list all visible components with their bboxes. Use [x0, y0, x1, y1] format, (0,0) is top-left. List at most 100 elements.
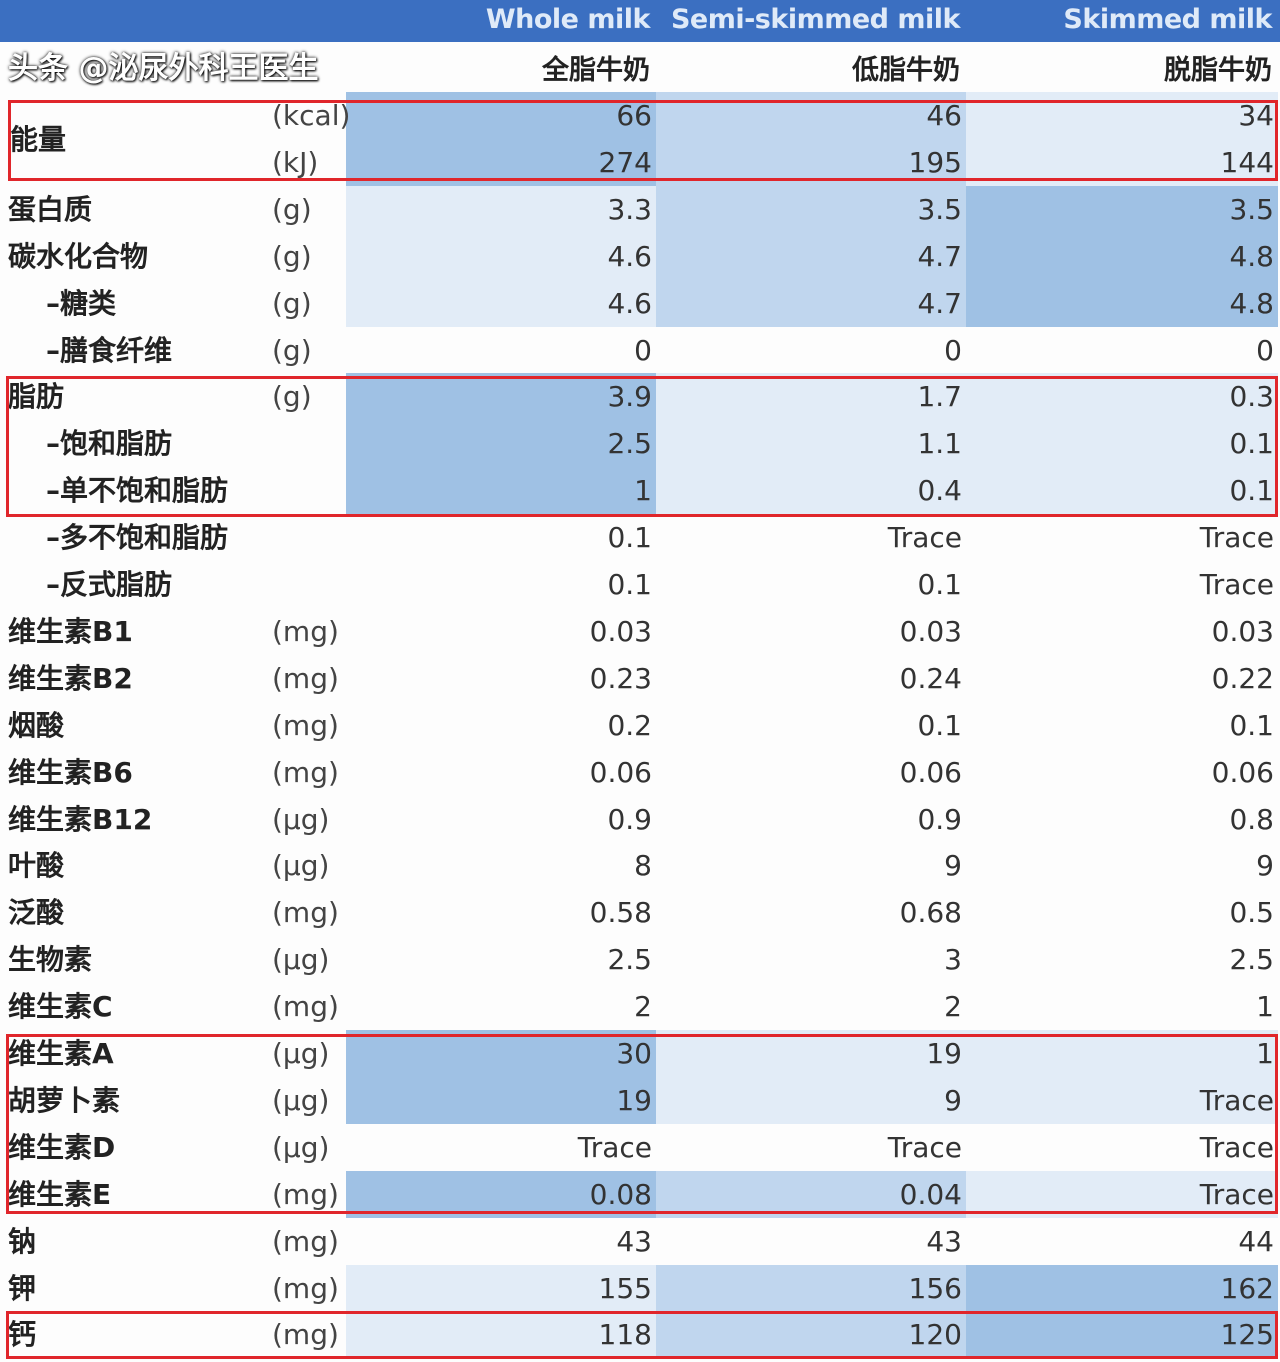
table-row: 生物素 2.5 3 2.5 (µg) — [0, 936, 1280, 983]
value-cell: 0.1 — [607, 568, 652, 601]
value-cell: 0.5 — [1229, 896, 1274, 930]
value-cell: 4.6 — [346, 232, 656, 280]
value-cell: 0.03 — [1211, 614, 1274, 648]
unit-label — [272, 467, 347, 514]
nutrient-label: 碳水化合物 — [8, 239, 149, 273]
table-row: 66 46 34 (kcal) — [0, 92, 1280, 139]
column-subheader-whole-milk: 全脂牛奶 — [542, 55, 650, 86]
value-cell: 0.3 — [966, 373, 1278, 421]
value-cell: 120 — [656, 1311, 966, 1359]
nutrient-label: –糖类 — [46, 286, 117, 320]
table-row: 维生素B12 0.9 0.9 0.8 (µg) — [0, 796, 1280, 843]
table-row: 维生素A 30 19 1 (µg) — [0, 1030, 1280, 1077]
unit-label: (µg) — [272, 1083, 330, 1117]
value-cell: 0.06 — [1211, 755, 1274, 789]
table-row: 维生素E 0.08 0.04 Trace (mg) — [0, 1170, 1280, 1218]
unit-label: (mg) — [272, 614, 339, 648]
value-cell: 19 — [346, 1076, 656, 1124]
value-cell: Trace — [1199, 568, 1274, 601]
value-cell: 156 — [656, 1264, 966, 1312]
value-cell: 4.8 — [966, 279, 1278, 327]
value-cell: 4.8 — [966, 232, 1278, 280]
value-cell: 0.1 — [966, 467, 1278, 515]
column-header-semi-skimmed-milk: Semi-skimmed milk — [670, 4, 961, 35]
value-cell: 9 — [656, 1076, 966, 1124]
nutrient-label: 维生素B12 — [8, 802, 153, 836]
value-cell: 66 — [346, 92, 656, 139]
unit-label: (kJ) — [272, 145, 319, 179]
value-cell: 0.8 — [1229, 802, 1274, 836]
unit-label: (mg) — [272, 661, 339, 695]
unit-label: (g) — [272, 192, 312, 226]
table-row: 胡萝卜素 19 9 Trace (µg) — [0, 1076, 1280, 1124]
nutrient-label: –饱和脂肪 — [46, 427, 173, 461]
value-cell: 0.1 — [917, 568, 962, 601]
value-cell: 0.04 — [656, 1170, 966, 1218]
table-row: 维生素B1 0.03 0.03 0.03 (mg) — [0, 608, 1280, 655]
value-cell: 9 — [1256, 849, 1274, 883]
value-cell: 0.9 — [917, 802, 962, 836]
value-cell: 0.03 — [589, 614, 652, 648]
unit-label: (g) — [272, 286, 312, 320]
table-row: 维生素D Trace Trace Trace (µg) — [0, 1124, 1280, 1171]
value-cell: 3.5 — [656, 185, 966, 233]
table-row: 维生素C 2 2 1 (mg) — [0, 983, 1280, 1030]
value-cell: 0 — [944, 333, 962, 367]
unit-label: (mg) — [272, 1224, 339, 1258]
value-cell: 274 — [346, 138, 656, 186]
value-cell: 1 — [346, 467, 656, 515]
unit-label: (g) — [272, 333, 312, 367]
unit-label: (mg) — [272, 990, 339, 1024]
value-cell: 1.1 — [656, 420, 966, 468]
value-cell: 46 — [656, 92, 966, 139]
value-cell: 0.1 — [966, 420, 1278, 468]
value-cell: 2 — [944, 990, 962, 1024]
watermark: 头条 @泌尿外科王医生 — [8, 51, 319, 86]
value-cell: 0.9 — [607, 802, 652, 836]
table-row: 钙 118 120 125 (mg) — [0, 1311, 1280, 1359]
table-row: –反式脂肪 0.1 0.1 Trace — [0, 561, 1280, 608]
table-row: –膳食纤维 0 0 0 (g) — [0, 327, 1280, 374]
nutrient-label: 泛酸 — [8, 896, 65, 930]
table-row: –饱和脂肪 2.5 1.1 0.1 — [0, 420, 1280, 468]
value-cell: 9 — [944, 849, 962, 883]
value-cell: 4.7 — [656, 232, 966, 280]
table-row: –糖类 4.6 4.7 4.8 (g) — [0, 279, 1280, 327]
value-cell: 0.06 — [589, 755, 652, 789]
nutrient-label: 生物素 — [8, 943, 93, 977]
column-subheader-semi-skimmed-milk: 低脂牛奶 — [852, 55, 960, 86]
value-cell: 0 — [1256, 333, 1274, 367]
value-cell: 0.06 — [899, 755, 962, 789]
nutrient-label: –多不饱和脂肪 — [46, 521, 229, 555]
value-cell: 0.2 — [607, 708, 652, 742]
value-cell: 43 — [926, 1224, 962, 1258]
value-cell: 1 — [966, 1030, 1278, 1077]
value-cell: 0.58 — [589, 896, 652, 930]
value-cell: 0.4 — [656, 467, 966, 515]
value-cell: 2.5 — [346, 420, 656, 468]
value-cell: 0.24 — [899, 661, 962, 695]
value-cell: 44 — [1238, 1224, 1274, 1258]
value-cell: 43 — [616, 1224, 652, 1258]
unit-label — [272, 561, 347, 608]
value-cell: 155 — [346, 1264, 656, 1312]
table-row: 钠 43 43 44 (mg) — [0, 1218, 1280, 1265]
nutrient-label: 胡萝卜素 — [8, 1083, 121, 1117]
table-row: –单不饱和脂肪 1 0.4 0.1 — [0, 467, 1280, 515]
value-cell: 3.5 — [966, 185, 1278, 233]
unit-label: (µg) — [272, 849, 330, 883]
value-cell: 3 — [944, 943, 962, 977]
table-row: 274 195 144 (kJ) — [0, 138, 1280, 186]
column-header-skimmed-milk: Skimmed milk — [1063, 4, 1272, 35]
nutrient-label: 维生素D — [8, 1130, 116, 1164]
header-bar: Whole milk Semi-skimmed milk Skimmed mil… — [0, 0, 1280, 42]
nutrient-label: 蛋白质 — [8, 192, 93, 226]
unit-label: (mg) — [272, 1318, 339, 1352]
unit-label: (mg) — [272, 755, 339, 789]
value-cell: 0.68 — [899, 896, 962, 930]
value-cell: 0.08 — [346, 1170, 656, 1218]
value-cell: 118 — [346, 1311, 656, 1359]
value-cell: 34 — [966, 92, 1278, 139]
unit-label: (mg) — [272, 1271, 339, 1305]
value-cell: Trace — [887, 521, 962, 555]
